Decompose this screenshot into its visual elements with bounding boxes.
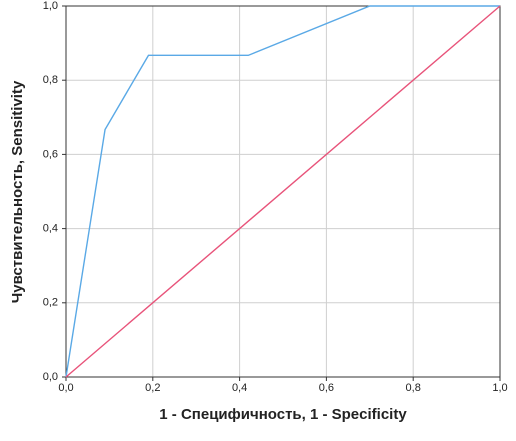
- plot-frame: [65, 5, 501, 378]
- y-tick-label: 0,6: [43, 148, 58, 160]
- y-tick-label: 1,0: [43, 0, 58, 12]
- x-tick-label: 1,0: [492, 382, 507, 394]
- y-tick-label: 0,0: [43, 371, 58, 383]
- y-tick-label: 0,8: [43, 74, 58, 86]
- y-tick-label: 0,4: [43, 223, 58, 235]
- x-tick-label: 0,2: [145, 382, 160, 394]
- roc-line: [65, 5, 500, 378]
- x-tick-label: 0,4: [232, 382, 247, 394]
- x-tick-label: 0,0: [58, 382, 73, 394]
- x-axis-title: 1 - Специфичность, 1 - Specificity: [159, 406, 407, 423]
- y-tick-label: 0,2: [43, 297, 58, 309]
- y-axis-title: Чувствительность, Sensitivity: [9, 80, 26, 303]
- x-tick-label: 0,6: [319, 382, 334, 394]
- roc-line: [65, 5, 501, 378]
- x-tick-label: 0,8: [406, 382, 421, 394]
